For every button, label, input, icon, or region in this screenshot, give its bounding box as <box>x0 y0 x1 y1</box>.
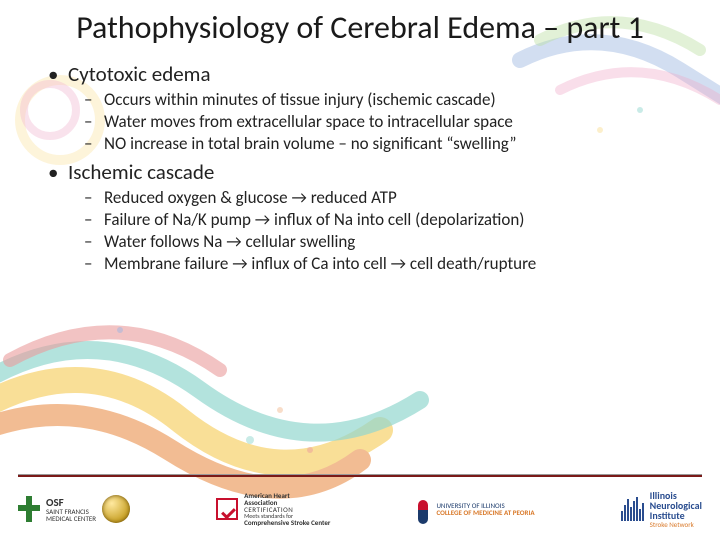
ini-text: Stroke Network <box>650 521 702 528</box>
osf-text: MEDICAL CENTER <box>46 515 96 522</box>
uic-drop-icon <box>416 494 430 524</box>
bullet-item: Ischemic cascade <box>46 159 684 185</box>
sub-bullet-item: Reduced oxygen & glucose → reduced ATP <box>84 187 684 209</box>
logo-osf: OSF SAINT FRANCIS MEDICAL CENTER <box>18 495 130 523</box>
sub-bullet-item: Water moves from extracellular space to … <box>84 111 684 133</box>
logo-uic: UNIVERSITY OF ILLINOIS COLLEGE OF MEDICI… <box>416 494 534 524</box>
sub-bullet-item: NO increase in total brain volume – no s… <box>84 133 684 155</box>
bullet-item: Cytotoxic edema <box>46 61 684 87</box>
sub-bullet-item: Failure of Na/K pump → influx of Na into… <box>84 209 684 231</box>
bullet-list: Cytotoxic edema Occurs within minutes of… <box>36 61 684 276</box>
aha-check-icon <box>216 498 238 520</box>
uic-text: COLLEGE OF MEDICINE AT PEORIA <box>436 509 534 516</box>
footer: OSF SAINT FRANCIS MEDICAL CENTER America… <box>0 474 720 540</box>
logo-ini: Illinois Neurological Institute Stroke N… <box>621 491 702 528</box>
aha-text: Comprehensive Stroke Center <box>244 519 330 526</box>
slide: Pathophysiology of Cerebral Edema – part… <box>0 0 720 540</box>
bullet-text: Ischemic cascade <box>68 159 214 185</box>
sub-bullet-item: Membrane failure → influx of Ca into cel… <box>84 253 684 275</box>
ini-text: Institute <box>650 511 702 521</box>
content-area: Pathophysiology of Cerebral Edema – part… <box>0 0 720 275</box>
bullet-text: Cytotoxic edema <box>68 61 211 87</box>
footer-logos: OSF SAINT FRANCIS MEDICAL CENTER America… <box>18 482 702 536</box>
ini-lines-icon <box>621 497 644 521</box>
sub-bullet-item: Water follows Na → cellular swelling <box>84 231 684 253</box>
logo-aha: American Heart Association CERTIFICATION… <box>216 492 330 526</box>
osf-cross-icon <box>18 496 40 522</box>
sub-bullet-item: Occurs within minutes of tissue injury (… <box>84 89 684 111</box>
footer-divider <box>18 474 702 477</box>
slide-title: Pathophysiology of Cerebral Edema – part… <box>36 10 684 47</box>
medal-icon <box>102 495 130 523</box>
osf-text: OSF <box>46 497 96 508</box>
